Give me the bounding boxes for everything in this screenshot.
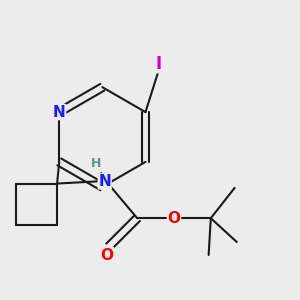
- Text: H: H: [91, 157, 101, 170]
- Text: I: I: [155, 55, 161, 73]
- Text: O: O: [167, 211, 181, 226]
- Text: N: N: [98, 174, 111, 189]
- Text: O: O: [100, 248, 113, 262]
- Text: N: N: [53, 105, 66, 120]
